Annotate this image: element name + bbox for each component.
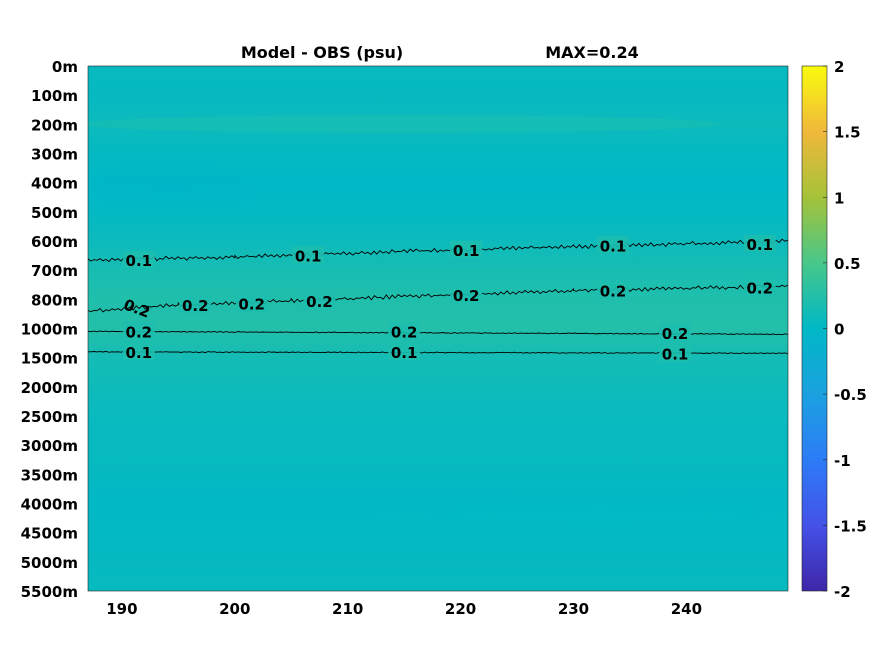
y-tick-label: 100m	[31, 87, 78, 105]
colorbar-tick-label: 0.5	[834, 255, 861, 273]
y-tick-label: 5000m	[21, 554, 78, 572]
contour-label-bg	[122, 250, 155, 268]
contour-label-bg	[450, 240, 483, 258]
contour-label-bg	[450, 285, 483, 303]
contour-label: 0.2	[126, 323, 153, 341]
colorbar-tick-label: 0	[834, 321, 844, 339]
x-tick-label: 230	[558, 600, 589, 618]
contour-label: 0.1	[295, 248, 322, 266]
low-patch-400m	[88, 160, 310, 210]
y-tick-label: 4500m	[21, 525, 78, 543]
contour-label-bg	[659, 323, 692, 341]
contour-label-bg	[388, 342, 421, 360]
y-tick-label: 400m	[31, 175, 78, 193]
y-tick-label: 700m	[31, 262, 78, 280]
y-tick-label: 500m	[31, 204, 78, 222]
contour-label: 0.2	[600, 283, 627, 301]
y-tick-label: 300m	[31, 146, 78, 164]
y-tick-label: 4000m	[21, 496, 78, 514]
contour-label: 0.1	[391, 344, 418, 362]
contour-label-bg	[235, 294, 268, 312]
x-tick-label: 200	[219, 600, 250, 618]
low-patch-4000m	[340, 490, 788, 540]
contour-labels: 0.1 0.1 0.1 0.1 0.1 0.2 0.2 0.2 0.2 0.2 0.2 0.2 0.2 0…	[121, 234, 776, 363]
y-tick-label: 800m	[31, 291, 78, 309]
chart-title: Model - OBS (psu)	[241, 43, 403, 62]
contour-label-bg	[743, 234, 776, 252]
colorbar-tick-label: 2	[834, 58, 844, 76]
contour-label-bg	[597, 281, 629, 299]
y-tick-label: 0m	[52, 58, 78, 76]
colorbar-tick-label: -2	[834, 583, 851, 601]
plot-frame	[87, 65, 789, 592]
contour-label: 0.2	[453, 287, 480, 305]
band-200m-patch	[88, 115, 720, 133]
contour-label-bg	[303, 291, 336, 309]
contour-label: 0.2	[662, 325, 689, 343]
contour-label: 0.2	[182, 297, 209, 315]
contour-label: 0.1	[126, 344, 153, 362]
colorbar-tick-label: 1	[834, 189, 844, 207]
y-tick-label: 200m	[31, 116, 78, 134]
x-axis-tick-labels: 190 200 210 220 230 240	[106, 600, 702, 618]
x-tick-label: 220	[445, 600, 476, 618]
contour-label: 0.1	[600, 237, 627, 255]
colorbar-tick-label: 1.5	[834, 124, 861, 142]
contour-label: 0.2	[306, 293, 333, 311]
y-tick-label: 5500m	[21, 583, 78, 601]
plot-area: 0.1 0.1 0.1 0.1 0.1 0.2 0.2 0.2 0.2 0.2 0.2 0.2 0.2 0…	[87, 65, 789, 592]
contour-line-0.1	[88, 238, 788, 263]
contour-label-bg	[122, 322, 155, 340]
y-tick-label: 2000m	[21, 379, 78, 397]
y-tick-label: 2500m	[21, 408, 78, 426]
max-annotation: MAX=0.24	[545, 43, 639, 62]
y-tick-label: 1500m	[21, 350, 78, 368]
contour-label-bg	[659, 344, 692, 362]
colorbar-gradient	[801, 65, 828, 592]
colorbar-tick-label: -0.5	[834, 386, 867, 404]
x-tick-label: 190	[106, 600, 137, 618]
contour-label-bg	[122, 342, 155, 360]
contour-label: 0.1	[453, 242, 480, 260]
y-tick-label: 600m	[31, 233, 78, 251]
colorbar-tick-labels: 2 1.5 1 0.5 0 -0.5 -1 -1.5 -2	[823, 58, 867, 601]
colorbar: 2 1.5 1 0.5 0 -0.5 -1 -1.5 -2	[801, 58, 867, 601]
colorbar-tick-label: -1	[834, 452, 851, 470]
contour-label: 0.2	[746, 280, 773, 298]
contour-label: 0.1	[126, 252, 153, 270]
y-tick-label: 1000m	[21, 321, 78, 339]
y-tick-label: 3500m	[21, 466, 78, 484]
contour-label-bg	[292, 246, 325, 264]
contour-label: 0.1	[662, 345, 689, 363]
x-tick-label: 240	[671, 600, 702, 618]
contour-label-bg	[597, 236, 629, 254]
contour-label-bg	[179, 296, 212, 314]
colorbar-tick-label: -1.5	[834, 517, 867, 535]
contour-label: 0.1	[746, 236, 773, 254]
contour-label: 0.2	[238, 296, 265, 314]
x-tick-label: 210	[332, 600, 363, 618]
contour-label-bg	[388, 322, 421, 340]
y-tick-label: 3000m	[21, 437, 78, 455]
contour-label-bg	[743, 278, 776, 296]
y-axis-tick-labels: 0m 100m 200m 300m 400m 500m 600m 700m 800m 1000m 1…	[21, 58, 78, 601]
contour-label: 0.2	[391, 323, 418, 341]
